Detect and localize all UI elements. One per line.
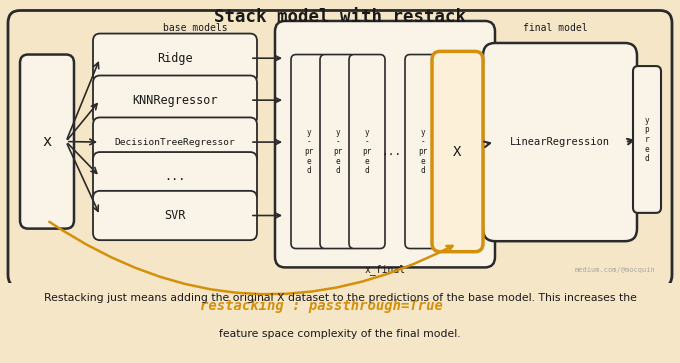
FancyBboxPatch shape: [320, 54, 356, 249]
FancyBboxPatch shape: [432, 52, 483, 252]
Text: restacking : passthrough=True: restacking : passthrough=True: [200, 299, 443, 313]
FancyBboxPatch shape: [349, 54, 385, 249]
Text: Restacking just means adding the original X dataset to the predictions of the ba: Restacking just means adding the origina…: [44, 293, 636, 303]
Text: LinearRegression: LinearRegression: [510, 137, 610, 147]
Text: Ridge: Ridge: [157, 52, 193, 65]
Text: medium.com/@mocquin: medium.com/@mocquin: [574, 267, 655, 273]
Text: ...: ...: [382, 147, 402, 156]
FancyBboxPatch shape: [20, 54, 74, 229]
Text: feature space complexity of the final model.: feature space complexity of the final mo…: [219, 330, 461, 339]
Text: DecisionTreeRegressor: DecisionTreeRegressor: [115, 138, 235, 147]
Text: final model: final model: [523, 23, 588, 33]
Text: y
-
pr
e
d: y - pr e d: [333, 128, 343, 175]
Text: Stack model with restack: Stack model with restack: [214, 8, 466, 26]
Text: x: x: [42, 134, 52, 149]
FancyBboxPatch shape: [483, 43, 637, 241]
Text: ...: ...: [165, 170, 186, 183]
FancyBboxPatch shape: [275, 21, 495, 268]
Text: y
p
r
e
d: y p r e d: [645, 115, 649, 163]
FancyBboxPatch shape: [8, 11, 672, 287]
FancyBboxPatch shape: [93, 191, 257, 240]
FancyBboxPatch shape: [633, 66, 661, 213]
Text: base models: base models: [163, 23, 227, 33]
Text: y
-
pr
e
d: y - pr e d: [305, 128, 313, 175]
FancyBboxPatch shape: [93, 33, 257, 83]
Text: KNNRegressor: KNNRegressor: [132, 94, 218, 107]
FancyBboxPatch shape: [93, 118, 257, 167]
FancyBboxPatch shape: [93, 152, 257, 201]
Text: SVR: SVR: [165, 209, 186, 222]
Text: y
-
pr
e
d: y - pr e d: [418, 128, 428, 175]
FancyBboxPatch shape: [291, 54, 327, 249]
Text: X: X: [454, 144, 462, 159]
Text: y
-
pr
e
d: y - pr e d: [362, 128, 372, 175]
Text: x_final: x_final: [364, 264, 405, 275]
FancyBboxPatch shape: [93, 76, 257, 125]
FancyBboxPatch shape: [405, 54, 441, 249]
